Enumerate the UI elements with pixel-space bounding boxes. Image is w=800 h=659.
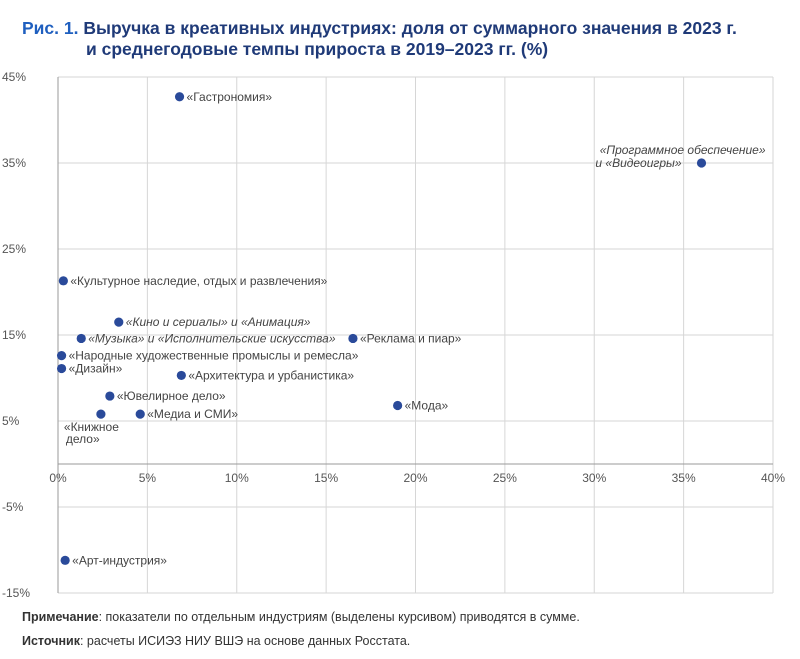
point-label: «Реклама и пиар»: [360, 331, 462, 345]
data-point: [348, 333, 358, 344]
x-tick-label: 15%: [314, 471, 338, 485]
y-tick-label: 5%: [2, 414, 20, 428]
title-line-1: Выручка в креативных индустриях: доля от…: [83, 18, 737, 38]
chart-title: Рис. 1. Выручка в креативных индустриях:…: [22, 18, 737, 60]
x-tick-label: 40%: [761, 471, 785, 485]
data-point: [176, 370, 186, 381]
title-line-2: и среднегодовые темпы прироста в 2019–20…: [86, 39, 549, 59]
notes: Примечание: показатели по отдельным инду…: [22, 610, 580, 658]
y-tick-label: 35%: [2, 156, 26, 170]
source-line: Источник: расчеты ИСИЭЗ НИУ ВШЭ на основ…: [22, 634, 580, 648]
source-text: : расчеты ИСИЭЗ НИУ ВШЭ на основе данных…: [79, 634, 411, 648]
data-point: [135, 409, 145, 419]
note-text: : показатели по отдельным индустриям (вы…: [98, 610, 580, 624]
figure-label: Рис. 1.: [22, 18, 79, 38]
point-label: «Музыка» и «Исполнительские искусства»: [88, 331, 336, 345]
point-label: «Архитектура и урбанистика»: [188, 368, 354, 382]
data-point: [76, 333, 86, 344]
point-label: «Мода»: [405, 399, 449, 413]
point-label: «Арт-индустрия»: [72, 553, 167, 567]
point-label: «Кино и сериалы» и «Анимация»: [126, 315, 311, 329]
x-tick-label: 35%: [672, 471, 696, 485]
x-tick-label: 20%: [403, 471, 427, 485]
data-point: [60, 555, 70, 565]
point-label: «Культурное наследие, отдых и развлечени…: [70, 274, 327, 288]
data-point: [56, 351, 67, 361]
data-point: [58, 276, 68, 286]
data-point: [56, 363, 67, 374]
x-tick-label: 25%: [493, 471, 517, 485]
point-label: «Гастрономия»: [187, 90, 273, 104]
data-point: [105, 391, 115, 401]
data-point: [114, 317, 124, 327]
point-label: «Медиа и СМИ»: [147, 407, 238, 421]
point-label: «Народные художественные промыслы и реме…: [69, 349, 359, 363]
y-tick-label: 15%: [2, 328, 26, 342]
point-label: «Ювелирное дело»: [117, 389, 226, 403]
data-point: [96, 409, 106, 419]
data-point: [174, 92, 185, 102]
note-line: Примечание: показатели по отдельным инду…: [22, 610, 580, 624]
point-label: «Дизайн»: [69, 362, 123, 376]
scatter-chart: -15%-5%5%15%25%35%45%0% 5% 10% 15% 20% 25% 30%…: [2, 70, 785, 600]
data-point: [393, 400, 403, 411]
x-tick-label: 5%: [139, 471, 157, 485]
x-tick-label: 10%: [225, 471, 249, 485]
note-label: Примечание: [22, 610, 99, 624]
y-tick-label: 25%: [2, 242, 26, 256]
y-tick-label: -5%: [2, 500, 24, 514]
x-tick-label: 30%: [582, 471, 606, 485]
y-tick-label: -15%: [2, 586, 30, 600]
y-tick-label: 45%: [2, 70, 26, 84]
data-point: [696, 158, 707, 168]
point-label: «Книжное дело»: [64, 420, 119, 446]
point-label: «Программное обеспечение» и «Видеоигры»: [595, 143, 765, 170]
source-label: Источник: [22, 634, 80, 648]
